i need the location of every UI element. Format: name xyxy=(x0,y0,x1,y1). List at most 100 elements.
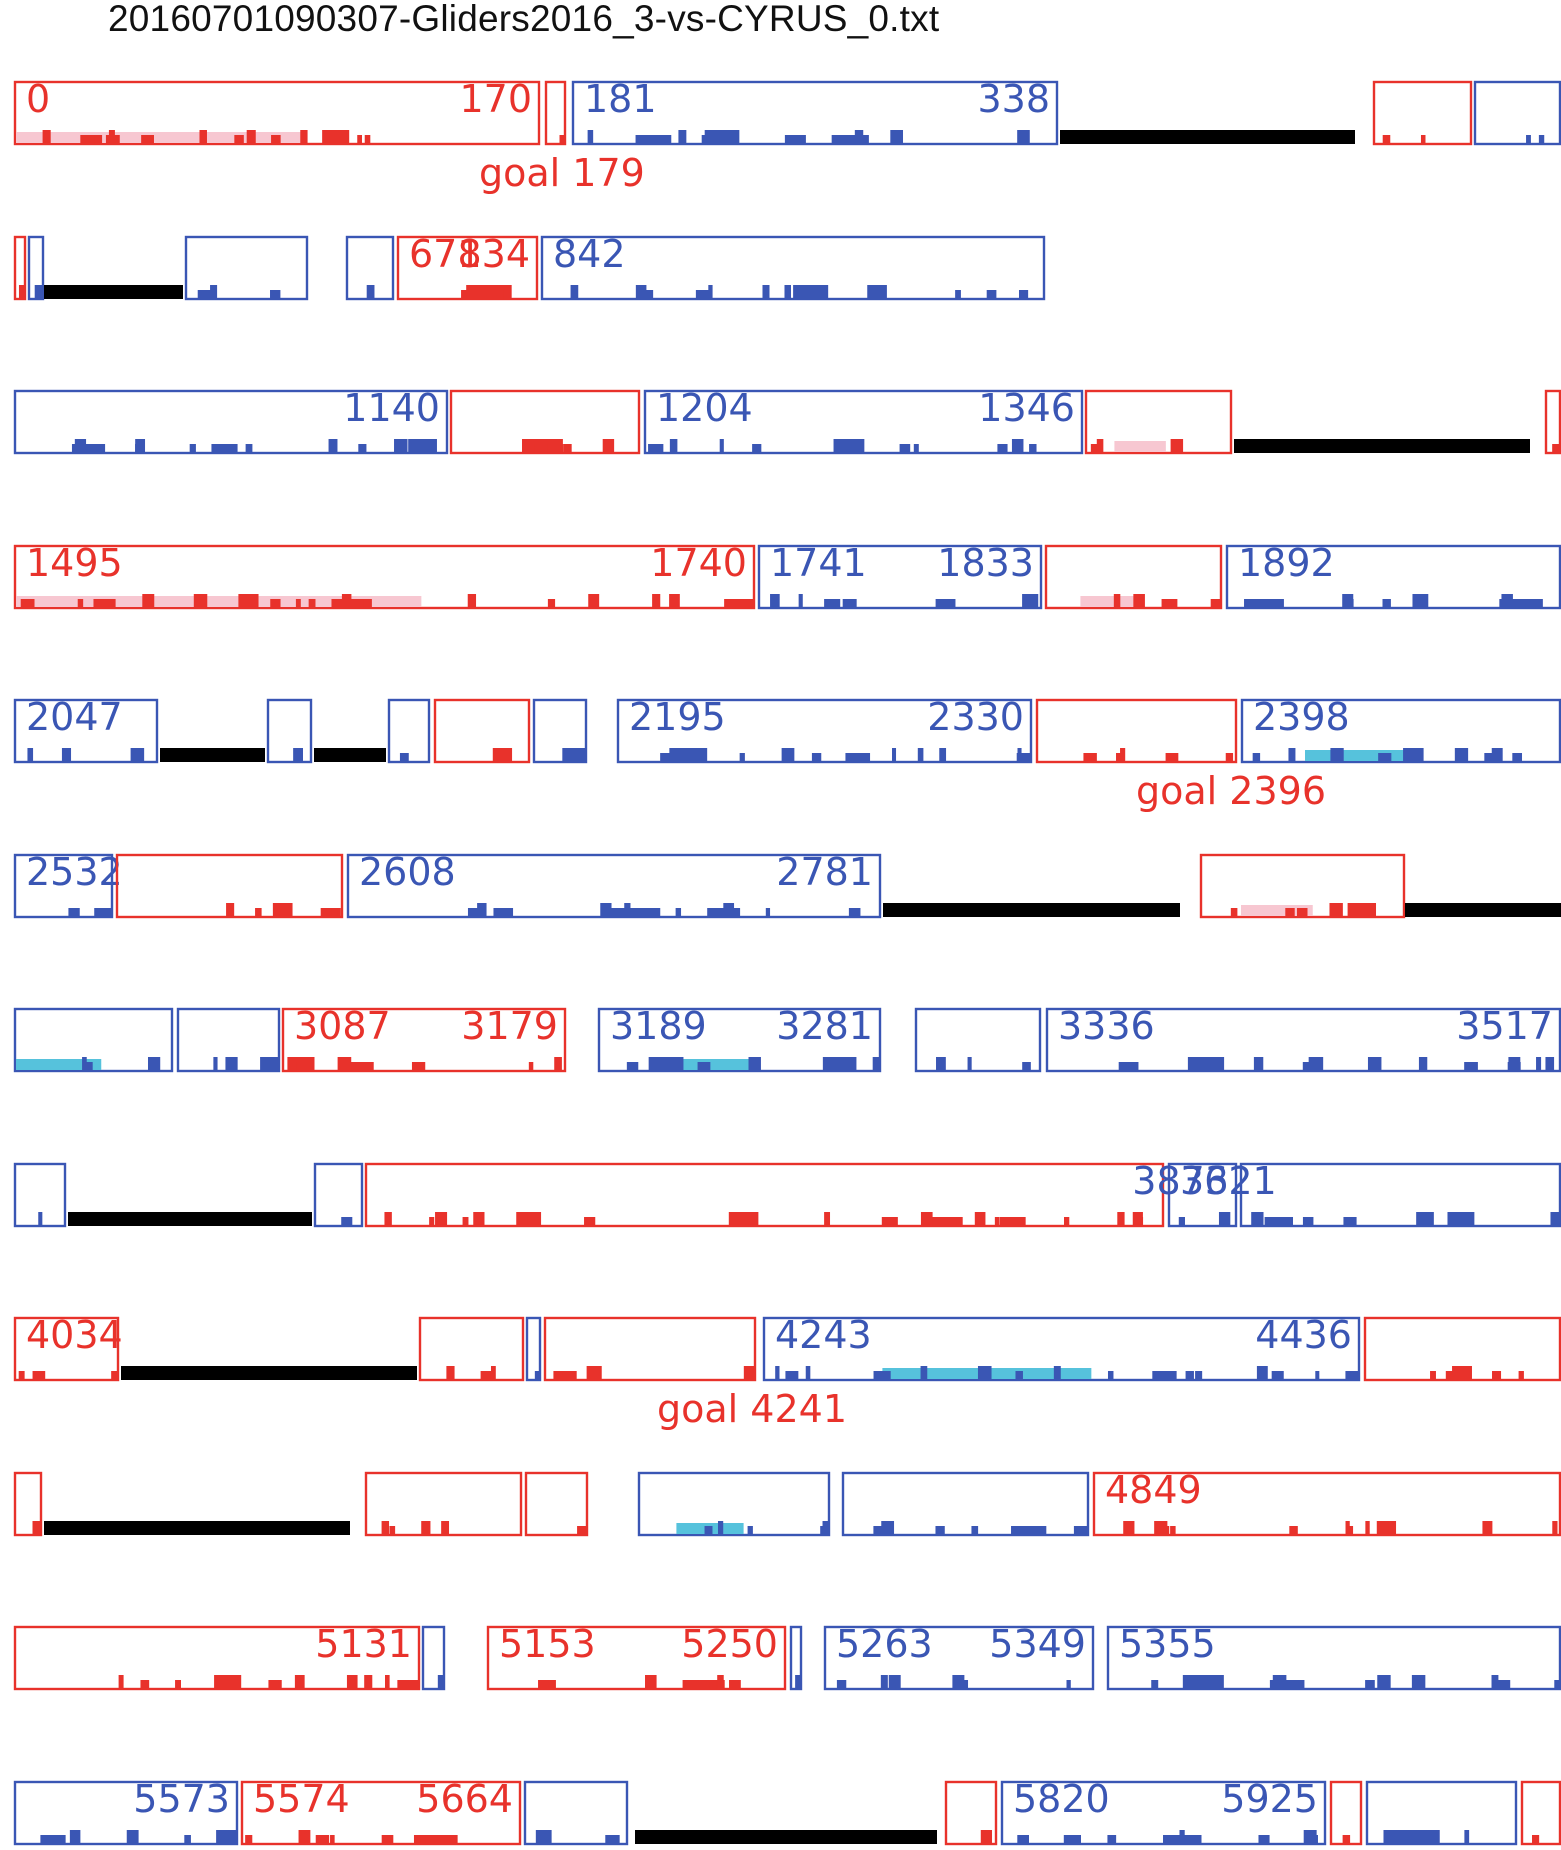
event-tick xyxy=(615,1835,620,1844)
blue-possession-box xyxy=(525,1316,542,1382)
event-tick xyxy=(1225,753,1234,762)
event-tick xyxy=(974,1212,986,1226)
event-tick xyxy=(881,1521,895,1535)
event-tick xyxy=(1536,1057,1542,1071)
segment-end-label: 170 xyxy=(459,77,532,121)
event-tick xyxy=(462,1217,469,1226)
event-tick xyxy=(562,1371,575,1380)
event-tick xyxy=(784,135,798,144)
event-tick xyxy=(1083,753,1097,762)
event-tick xyxy=(682,1680,719,1689)
segment-end-label: 2781 xyxy=(776,850,873,894)
segment-end-label: 2330 xyxy=(927,695,1024,739)
event-tick xyxy=(587,130,594,144)
segment-start-label: 5263 xyxy=(836,1622,933,1666)
event-tick xyxy=(1345,1371,1358,1380)
event-tick xyxy=(798,594,803,608)
event-tick xyxy=(1117,1212,1125,1226)
event-tick xyxy=(1271,1371,1284,1380)
event-tick xyxy=(502,908,514,917)
segment-end-label: 1346 xyxy=(978,386,1075,430)
segment-start-label: 4034 xyxy=(26,1313,123,1357)
blue-possession-box xyxy=(421,1625,446,1691)
event-tick xyxy=(111,1371,117,1380)
event-tick xyxy=(729,1680,741,1689)
event-tick xyxy=(1492,1371,1502,1380)
segment-start-label: 2047 xyxy=(26,695,123,739)
event-tick xyxy=(602,439,615,453)
event-tick xyxy=(1306,1835,1318,1844)
event-tick xyxy=(1329,903,1343,917)
event-tick xyxy=(1278,599,1284,608)
event-tick xyxy=(1096,439,1104,453)
event-tick xyxy=(20,599,35,608)
event-tick xyxy=(480,1371,492,1380)
event-tick xyxy=(1017,1835,1030,1844)
event-tick xyxy=(1118,1062,1139,1071)
pass-chain-bar xyxy=(1305,750,1417,761)
event-tick xyxy=(490,1366,496,1380)
event-tick xyxy=(793,285,815,299)
event-tick xyxy=(130,748,145,762)
event-tick xyxy=(702,135,717,144)
event-tick xyxy=(1454,748,1469,762)
event-tick xyxy=(425,444,436,453)
blue-possession-box xyxy=(757,544,1043,610)
event-tick xyxy=(870,290,877,299)
event-tick xyxy=(216,1830,236,1844)
event-tick xyxy=(118,1675,124,1689)
event-tick xyxy=(656,444,664,453)
event-tick xyxy=(272,903,283,917)
goal-label: goal 2396 xyxy=(1136,769,1326,813)
segment-start-label: 671 xyxy=(409,232,482,276)
event-tick xyxy=(822,1057,857,1071)
segment-end-label: 338 xyxy=(977,77,1050,121)
event-tick xyxy=(320,908,341,917)
event-tick xyxy=(971,1526,979,1535)
event-tick xyxy=(697,1062,711,1071)
event-tick xyxy=(669,748,677,762)
event-tick xyxy=(305,1057,312,1071)
event-tick xyxy=(74,439,87,453)
event-tick xyxy=(27,748,34,762)
blue-possession-box xyxy=(841,1471,1090,1537)
event-tick xyxy=(1016,753,1030,762)
event-tick xyxy=(1445,1371,1458,1380)
event-tick xyxy=(1288,748,1296,762)
event-tick xyxy=(516,1212,529,1226)
event-tick xyxy=(1170,439,1177,453)
event-tick xyxy=(785,1371,799,1380)
event-tick xyxy=(1132,1212,1143,1226)
event-tick xyxy=(364,135,371,144)
segment-start-label: 3189 xyxy=(610,1004,707,1048)
event-tick xyxy=(357,599,372,608)
event-tick xyxy=(936,1057,946,1071)
gap-bar xyxy=(635,1830,937,1844)
blue-possession-box xyxy=(523,1780,629,1846)
event-tick xyxy=(728,1212,759,1226)
red-possession-box xyxy=(944,1780,998,1846)
goal-label: goal 4241 xyxy=(657,1387,847,1431)
event-tick xyxy=(994,1217,1000,1226)
event-tick xyxy=(389,1526,396,1535)
event-tick xyxy=(867,285,887,299)
event-tick xyxy=(920,1366,928,1380)
event-tick xyxy=(238,594,258,608)
event-tick xyxy=(441,1521,450,1535)
event-tick xyxy=(349,1062,374,1071)
event-tick xyxy=(848,908,861,917)
red-possession-box xyxy=(1329,1780,1363,1846)
event-tick xyxy=(781,748,795,762)
event-tick xyxy=(562,748,585,762)
event-tick xyxy=(429,1217,435,1226)
segment-end-label: 4436 xyxy=(1255,1313,1352,1357)
event-tick xyxy=(300,130,308,144)
event-tick xyxy=(18,285,24,299)
event-tick xyxy=(1452,1366,1472,1380)
event-tick xyxy=(1175,439,1184,453)
event-tick xyxy=(814,285,829,299)
page-title: 20160701090307-Gliders2016_3-vs-CYRUS_0.… xyxy=(108,0,940,39)
event-tick xyxy=(213,1057,218,1071)
event-tick xyxy=(1482,1521,1493,1535)
